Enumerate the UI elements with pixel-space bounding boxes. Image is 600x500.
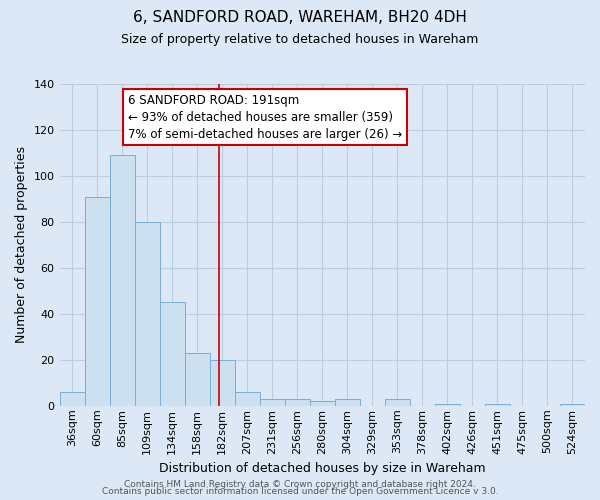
Text: Size of property relative to detached houses in Wareham: Size of property relative to detached ho… bbox=[121, 32, 479, 46]
Bar bbox=[485, 404, 510, 406]
Bar bbox=[435, 404, 460, 406]
Text: 6, SANDFORD ROAD, WAREHAM, BH20 4DH: 6, SANDFORD ROAD, WAREHAM, BH20 4DH bbox=[133, 10, 467, 25]
Bar bbox=[285, 399, 310, 406]
Text: Contains public sector information licensed under the Open Government Licence v : Contains public sector information licen… bbox=[101, 487, 499, 496]
Text: Contains HM Land Registry data © Crown copyright and database right 2024.: Contains HM Land Registry data © Crown c… bbox=[124, 480, 476, 489]
Bar bbox=[110, 156, 134, 406]
Y-axis label: Number of detached properties: Number of detached properties bbox=[15, 146, 28, 344]
Bar bbox=[385, 399, 410, 406]
Bar bbox=[335, 399, 360, 406]
Bar bbox=[134, 222, 160, 406]
Bar bbox=[59, 392, 85, 406]
Bar bbox=[260, 399, 285, 406]
Bar bbox=[310, 402, 335, 406]
X-axis label: Distribution of detached houses by size in Wareham: Distribution of detached houses by size … bbox=[159, 462, 485, 475]
Bar bbox=[560, 404, 585, 406]
Bar bbox=[185, 353, 209, 406]
Text: 6 SANDFORD ROAD: 191sqm
← 93% of detached houses are smaller (359)
7% of semi-de: 6 SANDFORD ROAD: 191sqm ← 93% of detache… bbox=[128, 94, 402, 140]
Bar bbox=[235, 392, 260, 406]
Bar bbox=[209, 360, 235, 406]
Bar bbox=[85, 196, 110, 406]
Bar bbox=[160, 302, 185, 406]
